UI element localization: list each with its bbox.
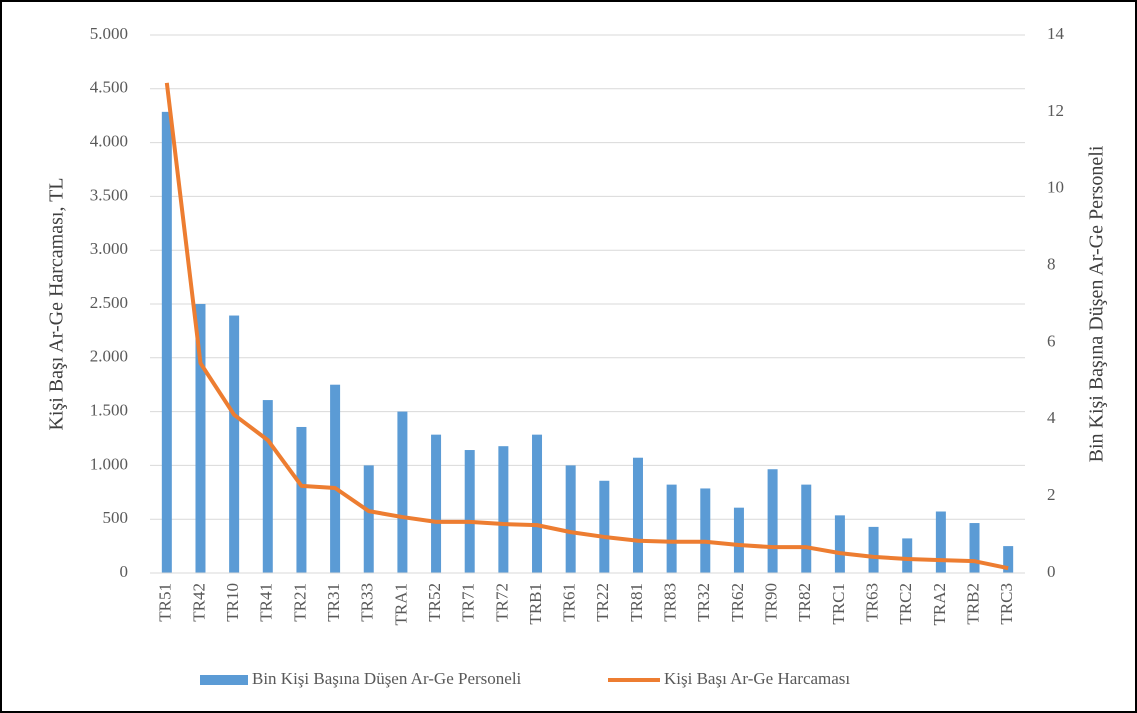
- x-tick-label: TR61: [560, 583, 579, 622]
- x-tick-label: TR10: [223, 583, 242, 622]
- x-tick-label: TRC1: [829, 583, 848, 625]
- bar: [262, 400, 273, 573]
- bar: [599, 480, 610, 573]
- x-tick-label: TRC2: [896, 583, 915, 625]
- legend-swatch: [200, 675, 248, 685]
- bar: [330, 384, 341, 573]
- x-tick-label: TRC3: [997, 583, 1016, 625]
- bar: [834, 515, 845, 573]
- y2-axis-label: Bin Kişi Başına Düşen Ar-Ge Personeli: [1086, 145, 1108, 462]
- y2-tick-label: 6: [1047, 331, 1056, 350]
- x-tick-label: TR33: [358, 583, 377, 622]
- x-tick-label: TR81: [627, 583, 646, 622]
- bar: [161, 111, 172, 573]
- y-axis-label: Kişi Başı Ar-Ge Harcaması, TL: [46, 177, 68, 430]
- x-tick-label: TRB1: [526, 583, 545, 625]
- y-tick-label: 1.500: [90, 401, 128, 420]
- bar: [195, 304, 206, 573]
- x-tick-label: TR72: [492, 583, 511, 622]
- y-tick-label: 500: [103, 508, 129, 527]
- bar: [700, 488, 711, 573]
- x-tick-label: TRA2: [930, 583, 949, 626]
- y-tick-label: 2.500: [90, 293, 128, 312]
- y2-tick-label: 8: [1047, 254, 1056, 273]
- legend-label: Kişi Başı Ar-Ge Harcaması: [664, 669, 850, 688]
- bar: [498, 446, 509, 573]
- x-tick-label: TR63: [862, 583, 881, 622]
- bar: [229, 315, 240, 573]
- x-tick-label: TR51: [156, 583, 175, 622]
- bar: [767, 469, 778, 573]
- bar: [902, 538, 913, 573]
- bar: [733, 507, 744, 573]
- y2-tick-label: 12: [1047, 101, 1064, 120]
- y2-tick-label: 0: [1047, 562, 1056, 581]
- line: [164, 82, 1009, 571]
- bar: [464, 450, 475, 573]
- y-tick-label: 5.000: [90, 24, 128, 43]
- y2-tick-label: 14: [1047, 24, 1065, 43]
- x-tick-label: TR31: [324, 583, 343, 622]
- bar: [868, 526, 879, 573]
- x-tick-label: TR42: [189, 583, 208, 622]
- bar: [565, 465, 576, 573]
- x-tick-label: TR32: [694, 583, 713, 622]
- y-tick-label: 4.000: [90, 132, 128, 151]
- x-tick-label: TR82: [795, 583, 814, 622]
- bar: [532, 434, 543, 573]
- bar: [397, 411, 408, 573]
- bar: [296, 426, 307, 573]
- y-tick-label: 4.500: [90, 78, 128, 97]
- bar: [632, 457, 643, 573]
- y-tick-label: 3.000: [90, 239, 128, 258]
- x-tick-label: TRB2: [963, 583, 982, 625]
- x-tick-label: TR83: [661, 583, 680, 622]
- y-tick-label: 2.000: [90, 347, 128, 366]
- bar: [363, 465, 374, 573]
- bar: [969, 523, 980, 573]
- bar: [801, 484, 812, 573]
- y2-tick-label: 2: [1047, 485, 1056, 504]
- bar: [431, 434, 442, 573]
- bar: [935, 511, 946, 573]
- y-tick-label: 0: [120, 562, 129, 581]
- y2-tick-label: 4: [1047, 408, 1056, 427]
- bar: [666, 484, 677, 573]
- x-tick-label: TR90: [762, 583, 781, 622]
- y-tick-label: 3.500: [90, 185, 128, 204]
- y-tick-label: 1.000: [90, 454, 128, 473]
- x-tick-label: TRA1: [391, 583, 410, 626]
- x-tick-label: TR52: [425, 583, 444, 622]
- x-tick-label: TR21: [290, 583, 309, 622]
- bar: [1003, 546, 1014, 573]
- x-tick-label: TR41: [257, 583, 276, 622]
- x-tick-label: TR22: [593, 583, 612, 622]
- x-tick-label: TR62: [728, 583, 747, 622]
- x-tick-label: TR71: [459, 583, 478, 622]
- y2-tick-label: 10: [1047, 178, 1064, 197]
- legend-label: Bin Kişi Başına Düşen Ar-Ge Personeli: [252, 669, 522, 688]
